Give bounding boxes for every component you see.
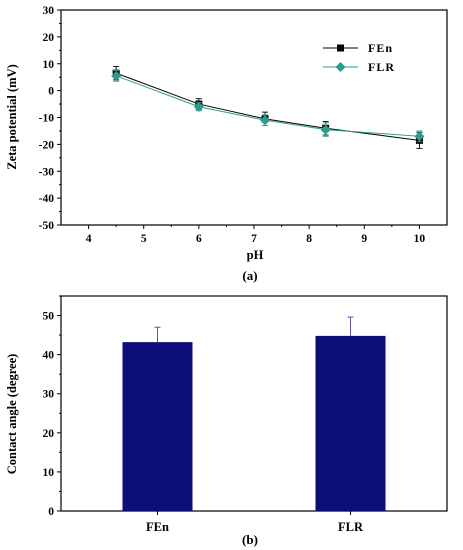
y-axis-label: Contact angle (degree) <box>5 354 19 475</box>
plot-frame <box>60 295 448 512</box>
series-group <box>111 65 425 149</box>
x-tick-label: FEn <box>146 520 169 534</box>
y-tick-label: -40 <box>39 193 55 205</box>
legend-marker <box>335 62 346 72</box>
data-point <box>260 115 271 126</box>
series-fen <box>112 65 423 149</box>
x-tick-label: 6 <box>196 233 202 245</box>
series-flr <box>111 70 425 143</box>
y-tick-label: 30 <box>43 5 55 17</box>
y-tick-label: 30 <box>43 389 55 401</box>
zeta-potential-chart: 30 20 10 0 -10 -20 -30 -40 -50 4 5 6 7 8 9 10 FEn FLR Z… <box>5 5 448 283</box>
y-tick-label: -20 <box>39 139 55 151</box>
data-point <box>193 101 204 112</box>
data-point <box>111 70 122 81</box>
x-axis: FEn FLR <box>146 511 364 534</box>
y-tick-label: 10 <box>43 467 55 479</box>
x-tick-label: 7 <box>251 233 257 245</box>
caption-b: (b) <box>242 532 258 547</box>
x-axis-label: pH <box>247 248 264 262</box>
legend-item-flr: FLR <box>323 60 395 74</box>
bar <box>315 335 386 511</box>
bar <box>122 342 193 511</box>
contact-angle-chart: 0 10 20 30 40 50 FEn FLR Contact angle (degree… <box>5 295 448 547</box>
y-tick-label: 40 <box>43 350 55 362</box>
series-line <box>115 72 420 141</box>
y-tick-label: 20 <box>43 428 55 440</box>
y-axis-label: Zeta potential (mV) <box>5 64 19 170</box>
legend-marker <box>337 44 344 52</box>
data-point <box>320 124 331 135</box>
y-tick-label: -30 <box>39 166 55 178</box>
x-tick-label: FLR <box>338 520 364 534</box>
y-axis: 0 10 20 30 40 50 <box>43 295 61 518</box>
legend-label: FEn <box>368 41 393 55</box>
legend-label: FLR <box>368 60 395 74</box>
x-axis: 4 5 6 7 8 9 10 <box>86 225 426 245</box>
y-tick-label: 50 <box>43 311 55 323</box>
x-tick-label: 4 <box>86 233 92 245</box>
y-tick-label: 0 <box>48 86 54 98</box>
y-tick-label: 20 <box>43 32 55 44</box>
y-tick-label: -50 <box>39 220 55 232</box>
y-tick-label: 0 <box>48 506 54 518</box>
x-tick-label: 8 <box>306 233 312 245</box>
caption-a: (a) <box>242 268 257 283</box>
x-tick-label: 9 <box>361 233 367 245</box>
legend: FEn FLR <box>323 41 395 74</box>
x-tick-label: 5 <box>141 233 147 245</box>
x-tick-label: 10 <box>414 233 426 245</box>
y-tick-label: -10 <box>39 113 55 125</box>
legend-item-fen: FEn <box>323 41 393 55</box>
data-point <box>414 131 425 142</box>
y-axis: 30 20 10 0 -10 -20 -30 -40 -50 <box>39 5 61 232</box>
bar-fen <box>122 326 193 511</box>
bar-group <box>122 316 386 511</box>
bar-flr <box>315 316 386 511</box>
y-tick-label: 10 <box>43 59 55 71</box>
series-line <box>115 75 420 137</box>
